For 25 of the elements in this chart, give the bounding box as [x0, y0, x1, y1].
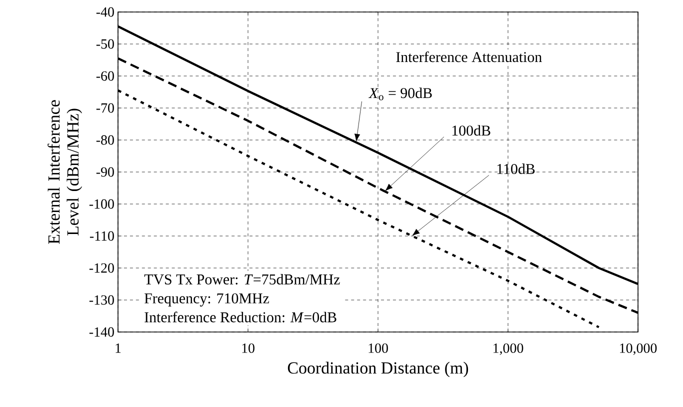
- annotation: Interference Reduction: M=0dB: [144, 312, 336, 322]
- annotation: 110dB: [497, 164, 535, 174]
- x-tick-label: 100: [368, 343, 388, 353]
- annotation: X$_{o}$ = 90dB: [368, 88, 432, 100]
- y-tick-label: -80: [96, 135, 114, 145]
- x-tick-label: 10,000: [620, 343, 657, 355]
- y-tick-label: -120: [89, 263, 114, 273]
- y-tick-label: -60: [96, 71, 114, 81]
- x-axis-title: Coordination Distance (m): [288, 362, 468, 378]
- y-tick-label: -110: [90, 231, 114, 241]
- y-tick-label: -140: [89, 327, 114, 337]
- y-tick-label: -100: [89, 199, 114, 209]
- y-tick-label: -40: [96, 7, 114, 17]
- annotation: Frequency: 710MHz: [144, 293, 269, 306]
- y-tick-label: -70: [96, 103, 114, 113]
- y-tick-label: -130: [89, 295, 114, 305]
- y-tick-label: -90: [96, 167, 114, 177]
- x-tick-label: 1,000: [494, 343, 524, 355]
- x-tick-label: 10: [242, 343, 254, 353]
- x-tick-label: 1: [116, 343, 121, 353]
- annotation: 100dB: [452, 125, 490, 136]
- annotation: TVS Tx Power: T=75dBm/MHz: [144, 274, 340, 285]
- annotation: Interference Attenuation: [396, 51, 542, 62]
- y-tick-label: -50: [96, 39, 114, 49]
- y-axis-title: External Interference Level (dBm/MHz): [48, 100, 82, 244]
